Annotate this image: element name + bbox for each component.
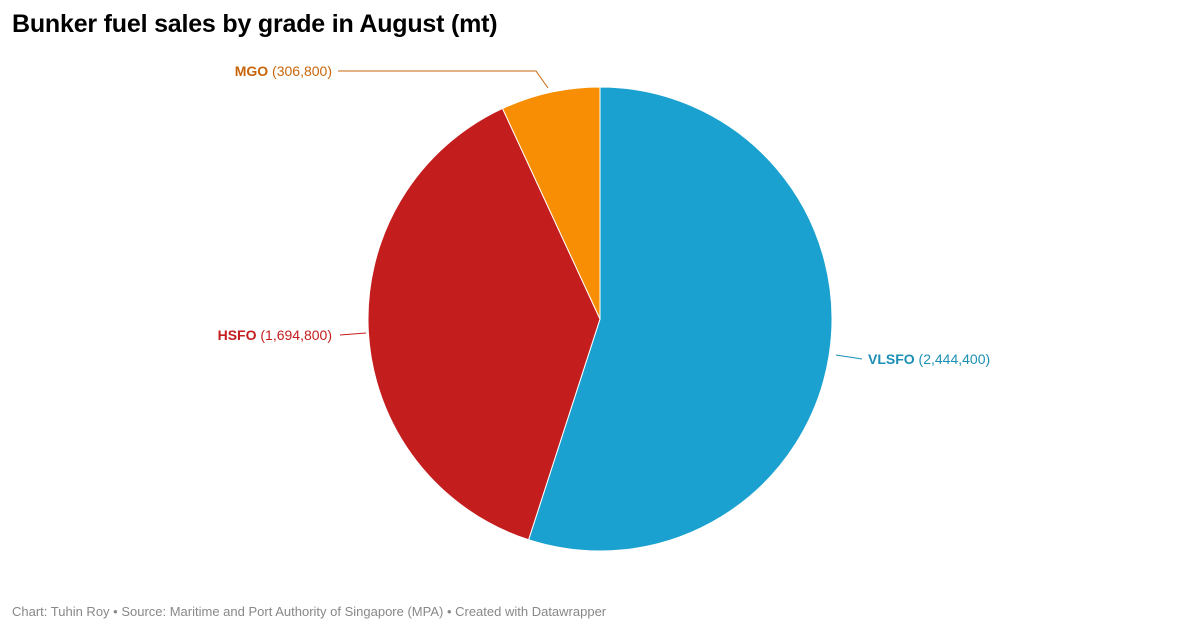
chart-footer: Chart: Tuhin Roy • Source: Maritime and … bbox=[12, 604, 607, 619]
slice-label-value: (1,694,800) bbox=[257, 327, 333, 343]
slice-label-vlsfo: VLSFO (2,444,400) bbox=[868, 351, 990, 367]
pie-slice-mgo[interactable] bbox=[501, 86, 601, 320]
slice-label-value: (2,444,400) bbox=[915, 351, 991, 367]
pie-slice-hsfo[interactable] bbox=[367, 107, 601, 541]
chart-title: Bunker fuel sales by grade in August (mt… bbox=[12, 10, 498, 38]
slice-label-value: (306,800) bbox=[268, 63, 332, 79]
leader-line-mgo bbox=[338, 70, 549, 89]
slice-label-hsfo: HSFO (1,694,800) bbox=[218, 327, 332, 343]
slice-label-mgo: MGO (306,800) bbox=[235, 63, 332, 79]
pie-slice-vlsfo[interactable] bbox=[527, 86, 833, 552]
slice-label-name: VLSFO bbox=[868, 351, 915, 367]
pie-chart: VLSFO (2,444,400) HSFO (1,694,800) MGO (30… bbox=[218, 63, 990, 552]
leader-line-vlsfo bbox=[835, 354, 863, 360]
slice-label-name: HSFO bbox=[218, 327, 257, 343]
slice-label-name: MGO bbox=[235, 63, 269, 79]
leader-line-hsfo bbox=[339, 332, 367, 336]
